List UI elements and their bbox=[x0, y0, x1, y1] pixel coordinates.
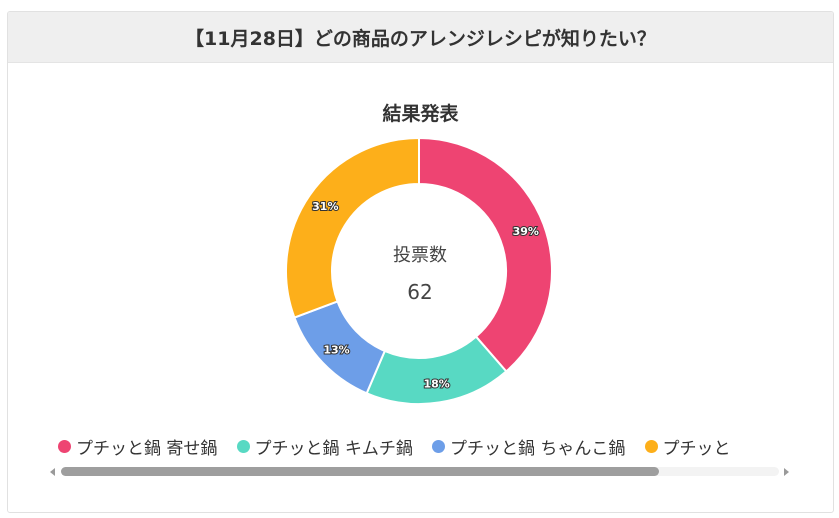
legend-dot-icon bbox=[432, 439, 445, 453]
slice-label-3: 31% bbox=[312, 200, 338, 213]
slice-label-0: 39% bbox=[513, 225, 539, 238]
vote-count: 62 bbox=[407, 280, 433, 304]
legend-label: プチッと鍋 ちゃんこ鍋 bbox=[450, 438, 626, 459]
poll-card: 【11月28日】どの商品のアレンジレシピが知りたい？ 結果発表 39% 18% 13… bbox=[7, 11, 834, 513]
donut-slice-3[interactable] bbox=[285, 136, 420, 319]
donut-slice-1[interactable] bbox=[365, 335, 508, 405]
legend-scrollbar[interactable] bbox=[61, 467, 779, 476]
legend-dot-icon bbox=[58, 439, 71, 453]
card-header: 【11月28日】どの商品のアレンジレシピが知りたい？ bbox=[8, 12, 833, 63]
chart-title: 結果発表 bbox=[382, 103, 459, 125]
legend-label: プチッと鍋 寄せ鍋 bbox=[76, 438, 218, 459]
donut-chart: 39% 18% 13% 31% bbox=[285, 136, 553, 405]
center-label: 投票数 bbox=[393, 245, 447, 266]
poll-title: 【11月28日】どの商品のアレンジレシピが知りたい？ bbox=[185, 27, 656, 50]
legend-item-yosenabe[interactable]: プチッと鍋 寄せ鍋 bbox=[58, 430, 217, 462]
legend-dot-icon bbox=[236, 439, 250, 453]
legend-dot-icon bbox=[644, 439, 658, 453]
legend-label: プチッと bbox=[662, 438, 731, 459]
scroll-right-arrow-icon[interactable] bbox=[784, 468, 789, 476]
scroll-left-arrow-icon[interactable] bbox=[50, 468, 55, 476]
legend-item-fourth[interactable]: プチッと bbox=[644, 430, 731, 462]
slice-label-1: 18% bbox=[423, 378, 449, 391]
legend: プチッと鍋 寄せ鍋 プチッと鍋 キムチ鍋 プチッと鍋 ちゃんこ鍋 プチッと bbox=[58, 430, 798, 462]
legend-label: プチッと鍋 キムチ鍋 bbox=[254, 438, 413, 459]
donut-slice-0[interactable] bbox=[418, 136, 553, 373]
legend-item-kimchi[interactable]: プチッと鍋 キムチ鍋 bbox=[236, 430, 413, 462]
scrollbar-thumb[interactable] bbox=[61, 467, 659, 476]
slice-label-2: 13% bbox=[323, 344, 349, 357]
legend-item-chanko[interactable]: プチッと鍋 ちゃんこ鍋 bbox=[432, 430, 625, 462]
